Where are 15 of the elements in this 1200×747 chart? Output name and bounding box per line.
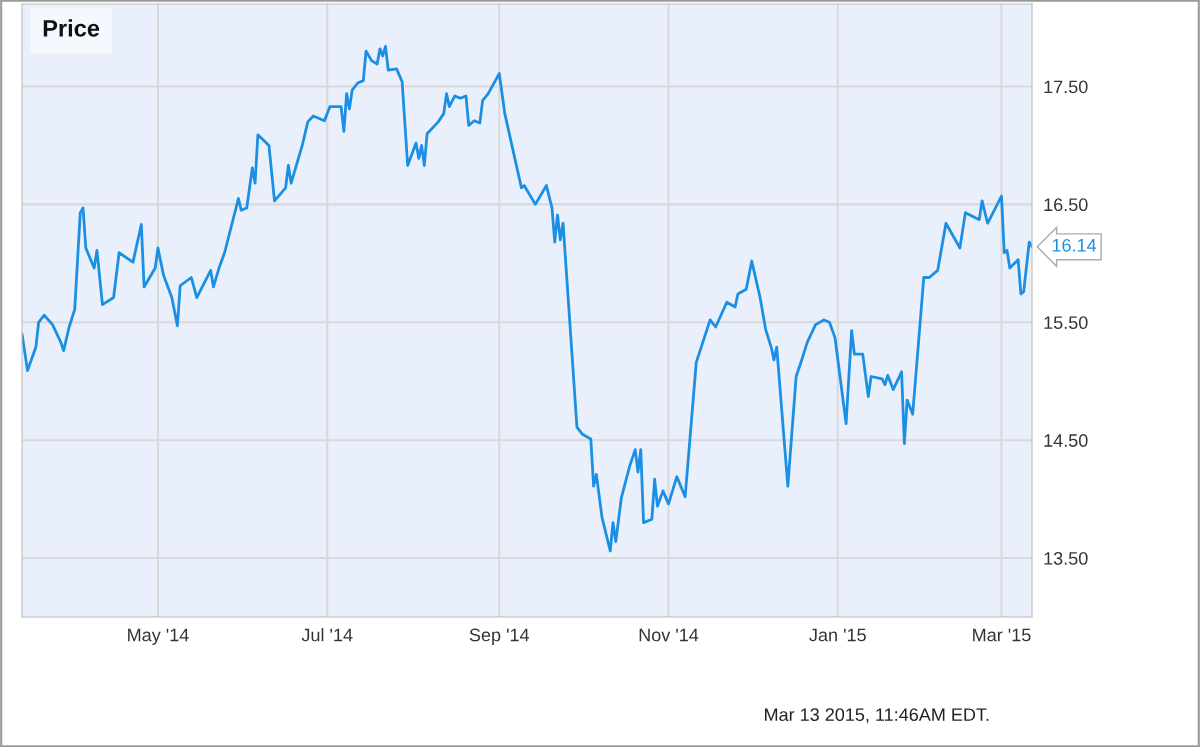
line-series <box>22 45 1032 553</box>
y-tick-label: 15.50 <box>1044 316 1088 330</box>
y-tick-label: 13.50 <box>1044 551 1088 565</box>
x-tick-label: Jul '14 <box>301 628 353 642</box>
x-tick-label: Sep '14 <box>469 628 530 645</box>
y-tick-label: 14.50 <box>1044 434 1088 447</box>
y-tick-label: 17.50 <box>1044 80 1088 94</box>
x-tick-label: May '14 <box>128 628 189 645</box>
text: Price <box>43 19 100 37</box>
text: Mar 13 2015, 11:46AM EDT. <box>765 708 989 724</box>
x-tick-label: Nov '14 <box>639 628 699 642</box>
y-tick-label: 16.50 <box>1044 198 1088 212</box>
x-tick-label: Jan '15 <box>809 628 866 642</box>
x-tick-label: Mar '15 <box>973 628 1031 642</box>
annotation: 16.14 <box>1052 238 1097 252</box>
